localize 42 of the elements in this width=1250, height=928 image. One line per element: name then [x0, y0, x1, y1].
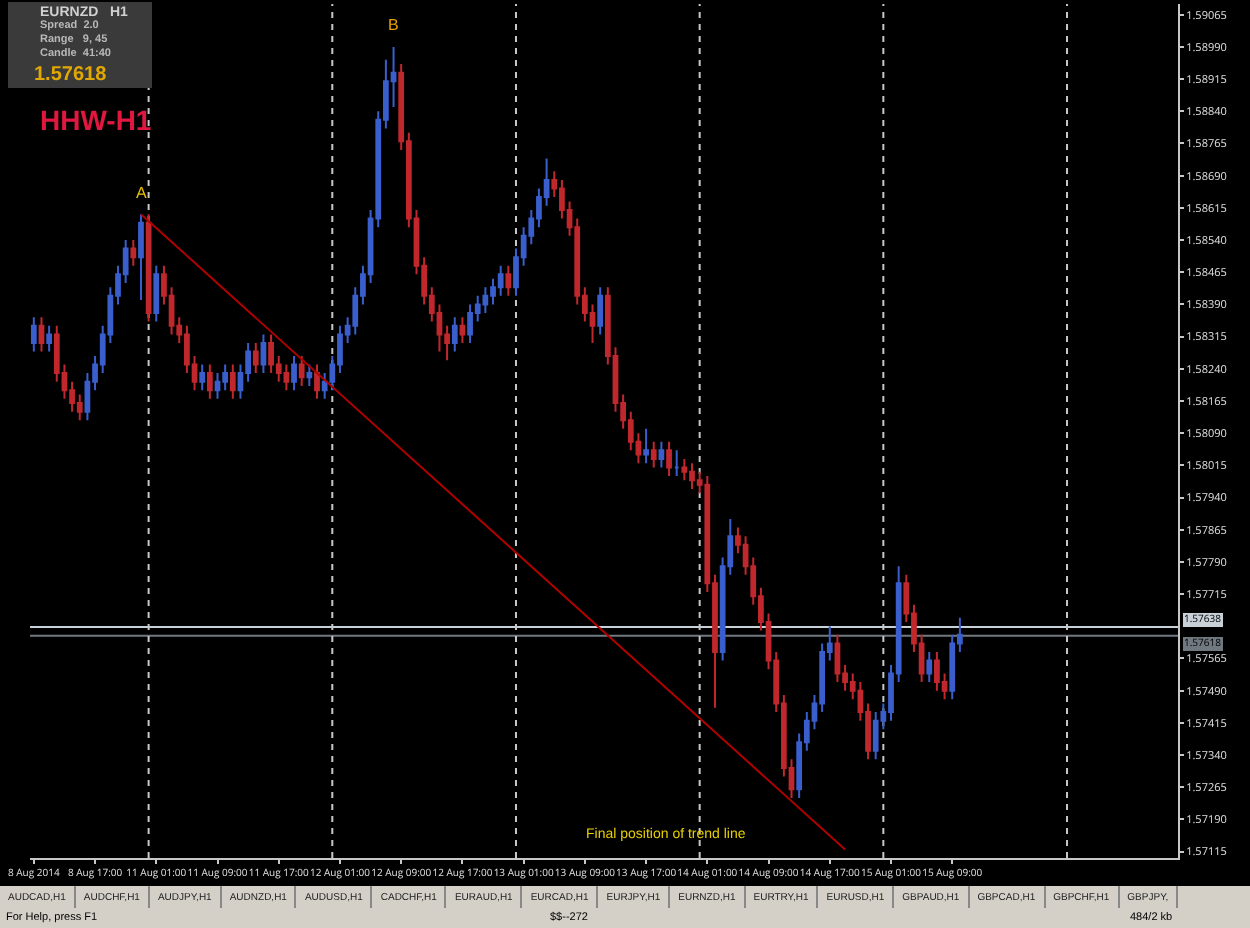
candlestick [666, 440, 672, 478]
candlestick [658, 440, 665, 469]
candlestick [46, 324, 52, 353]
candlestick [643, 427, 649, 465]
candlestick [199, 363, 206, 392]
candlestick [260, 333, 267, 375]
candlestick [650, 440, 657, 469]
candlestick [934, 651, 940, 692]
candlestick [206, 363, 213, 400]
candlestick [926, 651, 933, 684]
candlestick [30, 316, 37, 353]
candlestick [291, 354, 297, 392]
candlestick [459, 316, 466, 345]
candlestick [222, 363, 229, 392]
candlestick [505, 264, 512, 297]
annotation: HHW-H1 [40, 104, 152, 136]
candlestick [314, 363, 320, 400]
candlestick [38, 316, 45, 353]
candlestick [130, 239, 137, 267]
candlestick [482, 286, 489, 314]
annotation: A [136, 184, 147, 202]
candlestick [252, 342, 259, 375]
candlestick [689, 462, 695, 490]
candlestick [451, 316, 458, 353]
candlestick [681, 457, 688, 482]
candlestick [268, 333, 274, 375]
candlestick [283, 363, 290, 392]
candlestick [298, 354, 305, 387]
candlestick [229, 363, 236, 400]
candlestick [673, 449, 680, 478]
candlestick [306, 363, 313, 387]
annotation: B [388, 16, 399, 34]
candlestick [153, 264, 160, 323]
annotation: 1.57618 [34, 64, 107, 86]
candlestick [497, 264, 504, 297]
candlestick [214, 372, 221, 400]
candlestick [834, 633, 841, 684]
candlestick [138, 213, 144, 302]
candlestick [872, 711, 879, 761]
candlestick [145, 213, 152, 323]
candlestick [597, 286, 604, 336]
candlestick [467, 303, 473, 345]
